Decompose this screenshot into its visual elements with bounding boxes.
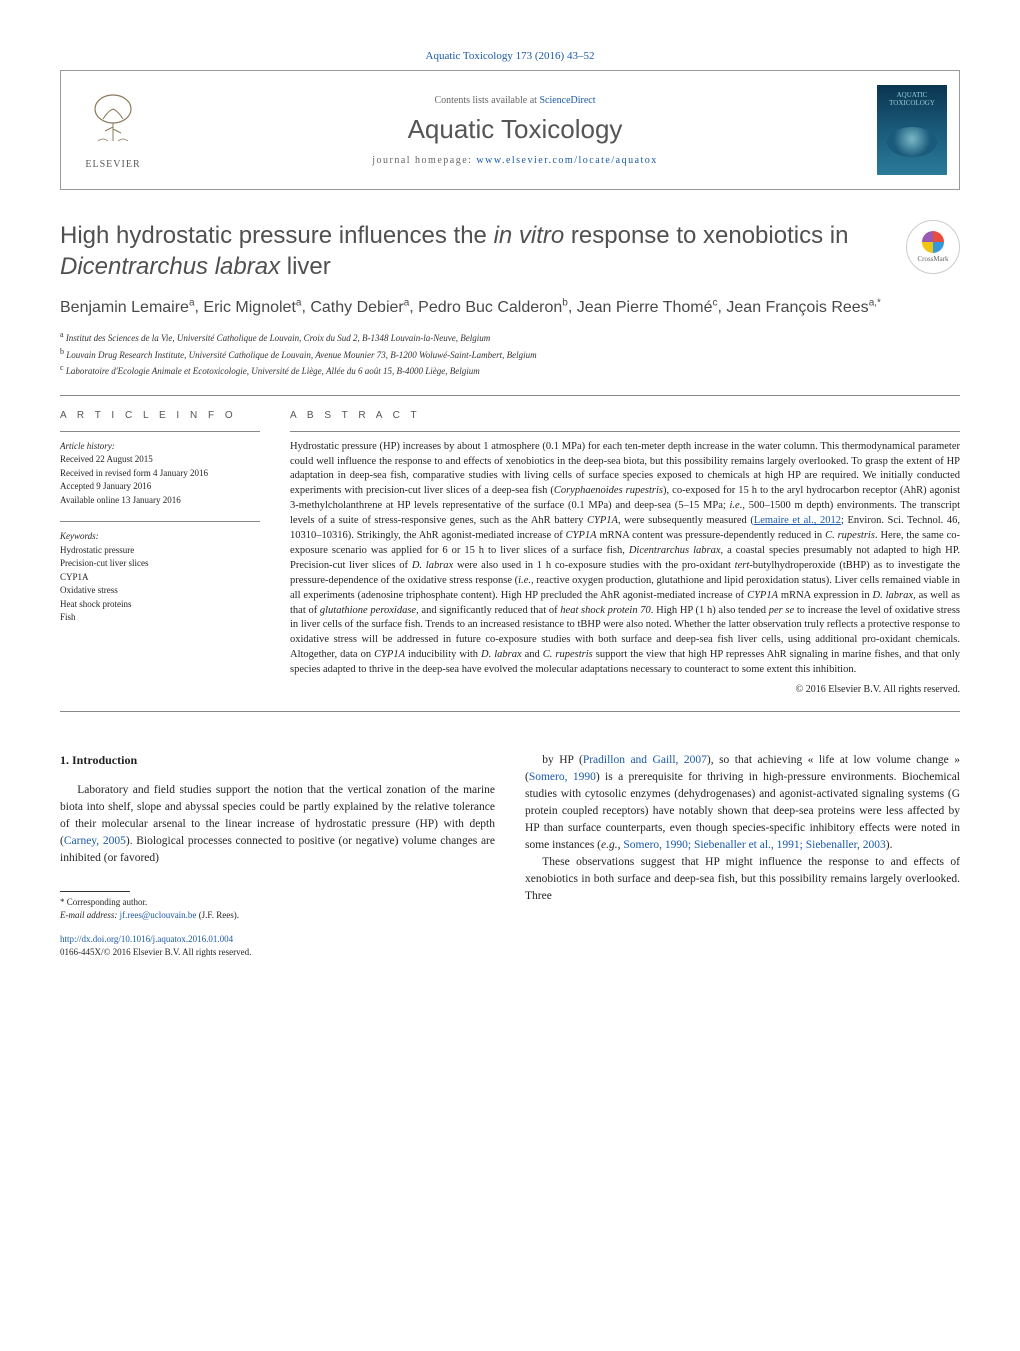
- intro-para-3: These observations suggest that HP might…: [525, 854, 960, 905]
- crossmark-badge[interactable]: CrossMark: [906, 220, 960, 274]
- authors-list: Benjamin Lemairea, Eric Mignoleta, Cathy…: [60, 296, 960, 319]
- header-center: Contents lists available at ScienceDirec…: [153, 95, 877, 166]
- intro-para-1: Laboratory and field studies support the…: [60, 782, 495, 867]
- article-history: Article history: Received 22 August 2015…: [60, 431, 260, 508]
- publisher-logo[interactable]: ELSEVIER: [73, 91, 153, 170]
- author: Cathy Debiera: [310, 299, 409, 316]
- abstract-text: Hydrostatic pressure (HP) increases by a…: [290, 431, 960, 679]
- section-heading-intro: 1. Introduction: [60, 752, 495, 770]
- corresponding-email-link[interactable]: jf.rees@uclouvain.be: [120, 910, 197, 920]
- affiliation-line: b Louvain Drug Research Institute, Unive…: [60, 346, 960, 363]
- history-line: Accepted 9 January 2016: [60, 480, 260, 494]
- elsevier-tree-icon: [83, 91, 143, 151]
- keywords-block: Keywords: Hydrostatic pressurePrecision-…: [60, 521, 260, 625]
- affiliation-line: c Laboratoire d'Ecologie Animale et Ecot…: [60, 362, 960, 379]
- journal-homepage-link[interactable]: www.elsevier.com/locate/aquatox: [476, 155, 657, 166]
- keyword: Hydrostatic pressure: [60, 544, 260, 558]
- affiliation-line: a Institut des Sciences de la Vie, Unive…: [60, 329, 960, 346]
- article-info-column: a r t i c l e i n f o Article history: R…: [60, 410, 260, 696]
- article-title: High hydrostatic pressure influences the…: [60, 220, 886, 282]
- keyword: Precision-cut liver slices: [60, 557, 260, 571]
- section-divider-2: [60, 711, 960, 712]
- history-line: Received in revised form 4 January 2016: [60, 467, 260, 481]
- history-line: Available online 13 January 2016: [60, 494, 260, 508]
- section-divider: [60, 395, 960, 396]
- abstract-heading: a b s t r a c t: [290, 410, 960, 421]
- author: Benjamin Lemairea: [60, 299, 195, 316]
- footnote-rule: [60, 891, 130, 892]
- author: Pedro Buc Calderonb: [418, 299, 568, 316]
- sciencedirect-link[interactable]: ScienceDirect: [539, 95, 595, 106]
- abstract-copyright: © 2016 Elsevier B.V. All rights reserved…: [290, 684, 960, 695]
- author: Jean Pierre Thoméc: [577, 299, 718, 316]
- running-head: Aquatic Toxicology 173 (2016) 43–52: [60, 50, 960, 62]
- intro-para-2: by HP (Pradillon and Gaill, 2007), so th…: [525, 752, 960, 854]
- ref-link-somero1990a[interactable]: Somero, 1990: [529, 771, 596, 783]
- body-text-columns: 1. Introduction Laboratory and field stu…: [60, 752, 960, 958]
- author: Jean François Reesa,*: [726, 299, 881, 316]
- running-head-volume: 173 (2016) 43–52: [516, 50, 595, 62]
- journal-cover-thumbnail[interactable]: AQUATIC TOXICOLOGY: [877, 85, 947, 175]
- keyword: CYP1A: [60, 571, 260, 585]
- keyword: Fish: [60, 611, 260, 625]
- doi-link[interactable]: http://dx.doi.org/10.1016/j.aquatox.2016…: [60, 934, 233, 944]
- ref-link-somero-siebenaller[interactable]: Somero, 1990; Siebenaller et al., 1991; …: [621, 839, 886, 851]
- article-info-heading: a r t i c l e i n f o: [60, 410, 260, 421]
- keyword: Heat shock proteins: [60, 598, 260, 612]
- crossmark-icon: [922, 231, 944, 253]
- history-line: Received 22 August 2015: [60, 453, 260, 467]
- journal-homepage-line: journal homepage: www.elsevier.com/locat…: [153, 155, 877, 166]
- ref-link-carney2005[interactable]: Carney, 2005: [64, 835, 126, 847]
- ref-link-pradillon2007[interactable]: Pradillon and Gaill, 2007: [583, 754, 707, 766]
- affiliations-list: a Institut des Sciences de la Vie, Unive…: [60, 329, 960, 379]
- corresponding-author-note: * Corresponding author. E-mail address: …: [60, 896, 495, 921]
- running-head-journal[interactable]: Aquatic Toxicology: [426, 50, 513, 62]
- sciencedirect-line: Contents lists available at ScienceDirec…: [153, 95, 877, 106]
- doi-block: http://dx.doi.org/10.1016/j.aquatox.2016…: [60, 933, 495, 958]
- publisher-name: ELSEVIER: [73, 159, 153, 170]
- keyword: Oxidative stress: [60, 584, 260, 598]
- ref-link-lemaire2012[interactable]: Lemaire et al., 2012: [754, 515, 841, 526]
- author: Eric Mignoleta: [203, 299, 301, 316]
- journal-name: Aquatic Toxicology: [153, 114, 877, 145]
- abstract-column: a b s t r a c t Hydrostatic pressure (HP…: [290, 410, 960, 696]
- journal-header: ELSEVIER Contents lists available at Sci…: [60, 70, 960, 190]
